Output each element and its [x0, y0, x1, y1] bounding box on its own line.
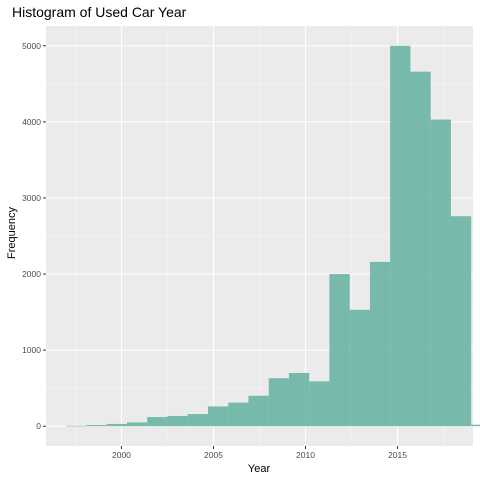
histogram-bar [329, 274, 350, 427]
y-tick-label: 5000 [22, 41, 41, 51]
histogram-bar [106, 423, 127, 427]
y-tick-label: 4000 [22, 117, 41, 127]
y-axis: 0 1000 2000 3000 4000 5000 [22, 41, 46, 431]
x-tick-label: 2000 [112, 450, 131, 460]
histogram-bar [167, 415, 188, 427]
y-tick-label: 2000 [22, 269, 41, 279]
y-tick-label: 1000 [22, 345, 41, 355]
histogram-bar [248, 395, 269, 427]
histogram-bar [207, 406, 229, 427]
histogram-bar [430, 119, 451, 427]
y-axis-title: Frequency [6, 207, 18, 259]
histogram-bar [450, 216, 472, 427]
x-axis: 2000 2005 2010 2015 [112, 446, 407, 460]
x-tick-label: 2005 [204, 450, 223, 460]
histogram-bar [471, 424, 480, 427]
histogram-bar [410, 71, 431, 427]
y-tick-label: 3000 [22, 193, 41, 203]
histogram-bar [126, 422, 148, 427]
histogram-bar [288, 372, 310, 427]
histogram-bar [390, 45, 411, 427]
x-axis-title: Year [248, 463, 271, 475]
x-tick-label: 2010 [296, 450, 315, 460]
bars [66, 45, 480, 427]
histogram-bar [86, 425, 107, 427]
histogram-bar [228, 402, 249, 427]
histogram-bar [147, 417, 168, 427]
histogram-bar [66, 425, 87, 427]
y-tick-label: 0 [36, 421, 41, 431]
histogram-bar [187, 414, 208, 427]
chart-title: Histogram of Used Car Year [12, 4, 187, 20]
x-tick-label: 2015 [388, 450, 407, 460]
histogram-bar [349, 309, 370, 427]
histogram-bar [309, 381, 330, 427]
histogram-bar [268, 378, 289, 427]
histogram-bar [369, 261, 391, 427]
